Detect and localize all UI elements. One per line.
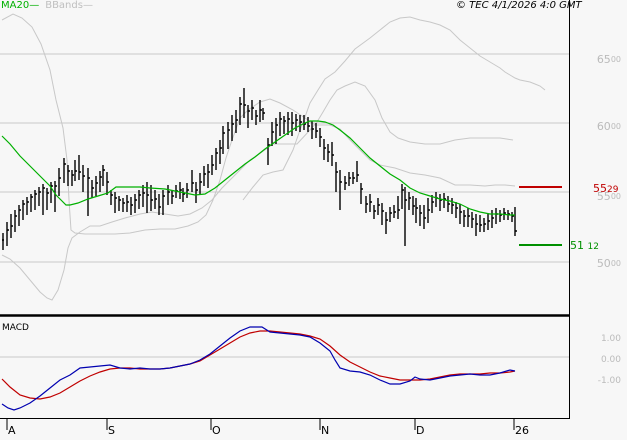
bbands-lines [1,13,546,301]
x-axis-label: N [321,424,330,437]
price-bars [2,88,517,250]
x-axis-ticks [6,419,515,430]
macd-axis-label: 1.00 [600,334,621,344]
legend-ma20-swatch: — [29,0,40,11]
macd-signal-line [1,330,516,400]
macd-axis-label: -1.00 [597,376,621,386]
macd-title: MACD [2,323,29,333]
legend-bbands-swatch: — [82,0,93,11]
price-axis-label: 5500 [596,190,621,203]
x-axis-label: D [416,424,425,437]
copyright-timestamp: © TEC 4/1/2026 4:0 GMT [456,0,582,11]
legend-ma20: MA20 [1,0,30,11]
x-axis-label: A [8,424,16,437]
price-axis-label: 6500 [596,53,621,66]
resistance-label: 5529 [593,182,619,196]
legend-bbands: BBands [45,0,83,11]
x-axis-label: 26 [515,424,529,437]
x-axis-label: S [108,424,115,437]
macd-line [1,326,516,411]
price-axis-label: 6000 [596,120,621,133]
price-axis-label: 5000 [596,257,621,270]
support-label: 51 12 [570,239,599,253]
ma20-line [1,120,515,216]
macd-axis-label: 0.00 [600,355,621,365]
chart-legend: MA20— BBands— [1,0,93,12]
x-axis-label: O [212,424,221,437]
